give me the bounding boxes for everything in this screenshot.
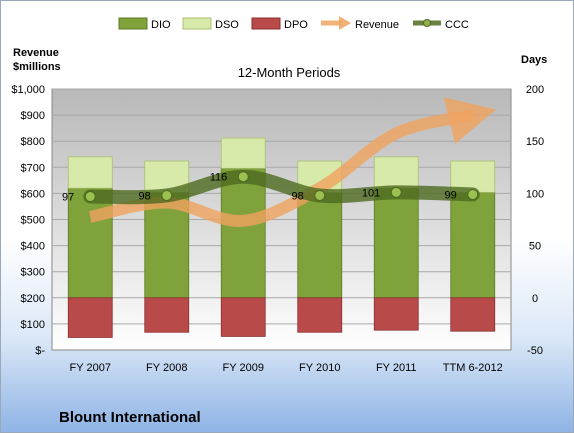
legend-label-dpo: DPO [284,19,308,31]
left-tick-label: $800 [21,136,45,148]
right-tick-label: 100 [526,188,544,200]
ccc-series: 97 98 116 98 101 99 [62,169,480,205]
left-axis-label-line1: Revenue [13,47,59,59]
chart-title: 12-Month Periods [238,65,341,80]
x-tick-label: FY 2010 [299,362,340,374]
ccc-data-label: 98 [139,190,151,202]
left-axis-ticks: $- $100 $200 $300 $400 $500 $600 $700 $800 $900 $1… [11,84,45,357]
left-tick-label: $600 [21,188,45,200]
left-tick-label: $- [35,345,45,357]
x-tick-label: TTM 6-2012 [443,362,503,374]
left-tick-label: $400 [21,241,45,253]
ccc-point [314,189,326,201]
legend-swatch-dio [118,17,148,30]
left-tick-label: $900 [21,110,45,122]
bar-dso [373,156,419,189]
left-tick-label: $1,000 [11,84,45,96]
legend-swatch-dso [182,17,212,30]
left-tick-label: $700 [21,162,45,174]
right-tick-label: 200 [526,84,544,96]
left-tick-label: $200 [21,293,45,305]
legend-label-revenue: Revenue [355,19,399,31]
legend-label-dso: DSO [215,19,239,31]
bar-dso [220,137,266,169]
bar-dpo [297,297,343,333]
ccc-data-label: 101 [362,187,380,199]
right-tick-label: 0 [532,293,538,305]
x-tick-label: FY 2011 [376,362,417,374]
bar-dio [297,191,343,299]
bar-dpo [144,297,190,333]
legend-label-ccc: CCC [445,19,469,31]
x-tick-label: FY 2009 [223,362,264,374]
left-tick-label: $500 [21,215,45,227]
ccc-point [84,191,96,203]
legend-swatch-dpo [251,17,281,30]
right-tick-label: -50 [527,345,543,357]
bar-dpo [373,297,419,331]
legend-label-dio: DIO [151,19,171,31]
right-axis-label: Days [521,54,547,66]
ccc-data-label: 99 [445,189,457,201]
left-axis-label-line2: $millions [13,61,61,73]
left-tick-label: $100 [21,319,45,331]
bars [67,137,496,338]
right-axis-ticks: -50 0 50 100 150 200 [526,84,544,357]
ccc-data-label: 97 [62,192,74,204]
ccc-data-label: 98 [292,190,304,202]
bar-dio [67,187,113,299]
gridlines [52,88,511,325]
ccc-data-label: 116 [210,172,228,184]
ccc-point [467,188,479,200]
right-tick-label: 50 [529,241,541,253]
ccc-point [390,186,402,198]
ccc-point [161,189,173,201]
bar-dio [220,167,266,299]
bar-dio [450,191,496,299]
x-tick-label: FY 2008 [146,362,187,374]
bar-dio [373,187,419,299]
legend: DIO DSO DPO Revenue CCC [118,16,469,31]
legend-swatch-revenue [321,16,351,30]
x-axis-ticks: FY 2007 FY 2008 FY 2009 FY 2010 FY 2011 TTM 6… [70,362,503,374]
bar-dso [67,156,113,189]
left-tick-label: $300 [21,267,45,279]
bar-dpo [220,297,266,337]
legend-swatch-ccc [413,19,441,27]
bar-dpo [67,297,113,338]
company-name: Blount International [59,409,201,426]
right-tick-label: 150 [526,136,544,148]
bar-dpo [450,297,496,332]
ccc-point [237,171,249,183]
x-tick-label: FY 2007 [70,362,111,374]
